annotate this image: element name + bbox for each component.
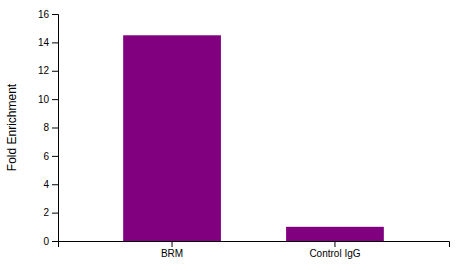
tick: BRM — [161, 241, 183, 259]
tick-mark — [52, 241, 58, 242]
tick-mark — [52, 156, 58, 157]
tick-mark — [52, 184, 58, 185]
tick: 16 — [38, 9, 58, 20]
tick: 14 — [38, 37, 58, 48]
plot-area: 0 2 4 6 8 10 12 14 16 BRM Control IgG — [38, 9, 450, 259]
tick: Control IgG — [309, 241, 360, 259]
tick-label: 16 — [38, 9, 50, 20]
tick-label: Control IgG — [309, 248, 360, 259]
bar — [286, 227, 384, 241]
tick-mark — [172, 241, 173, 247]
tick-mark — [52, 42, 58, 43]
tick-label: 8 — [43, 122, 49, 133]
tick-label: 12 — [38, 65, 50, 76]
chart: 0 2 4 6 8 10 12 14 16 BRM Control IgG Fold Enrichme… — [0, 0, 465, 271]
tick-label: BRM — [161, 248, 183, 259]
tick-label: 0 — [43, 236, 49, 247]
tick-mark — [52, 99, 58, 100]
axis-title: Fold Enrichment — [5, 83, 19, 171]
tick: 2 — [43, 207, 58, 218]
tick: 12 — [38, 65, 58, 76]
tick: 8 — [43, 122, 58, 133]
bar — [123, 35, 221, 241]
tick: 0 — [43, 236, 58, 247]
tick-mark — [334, 241, 335, 247]
tick-label: 14 — [38, 37, 50, 48]
tick-label: 6 — [43, 151, 49, 162]
tick-label: 2 — [43, 207, 49, 218]
tick-label: 10 — [38, 94, 50, 105]
tick-mark — [52, 128, 58, 129]
tick-mark — [52, 71, 58, 72]
tick: 6 — [43, 151, 58, 162]
y-axis: 0 2 4 6 8 10 12 14 16 — [38, 9, 59, 247]
tick-mark — [52, 213, 58, 214]
tick-mark — [52, 14, 58, 15]
x-axis: BRM Control IgG — [59, 241, 450, 259]
axis-line — [52, 15, 59, 242]
bars — [123, 35, 384, 241]
tick: 10 — [38, 94, 58, 105]
axis-line — [59, 242, 450, 248]
tick: 4 — [43, 179, 58, 190]
tick-label: 4 — [43, 179, 49, 190]
